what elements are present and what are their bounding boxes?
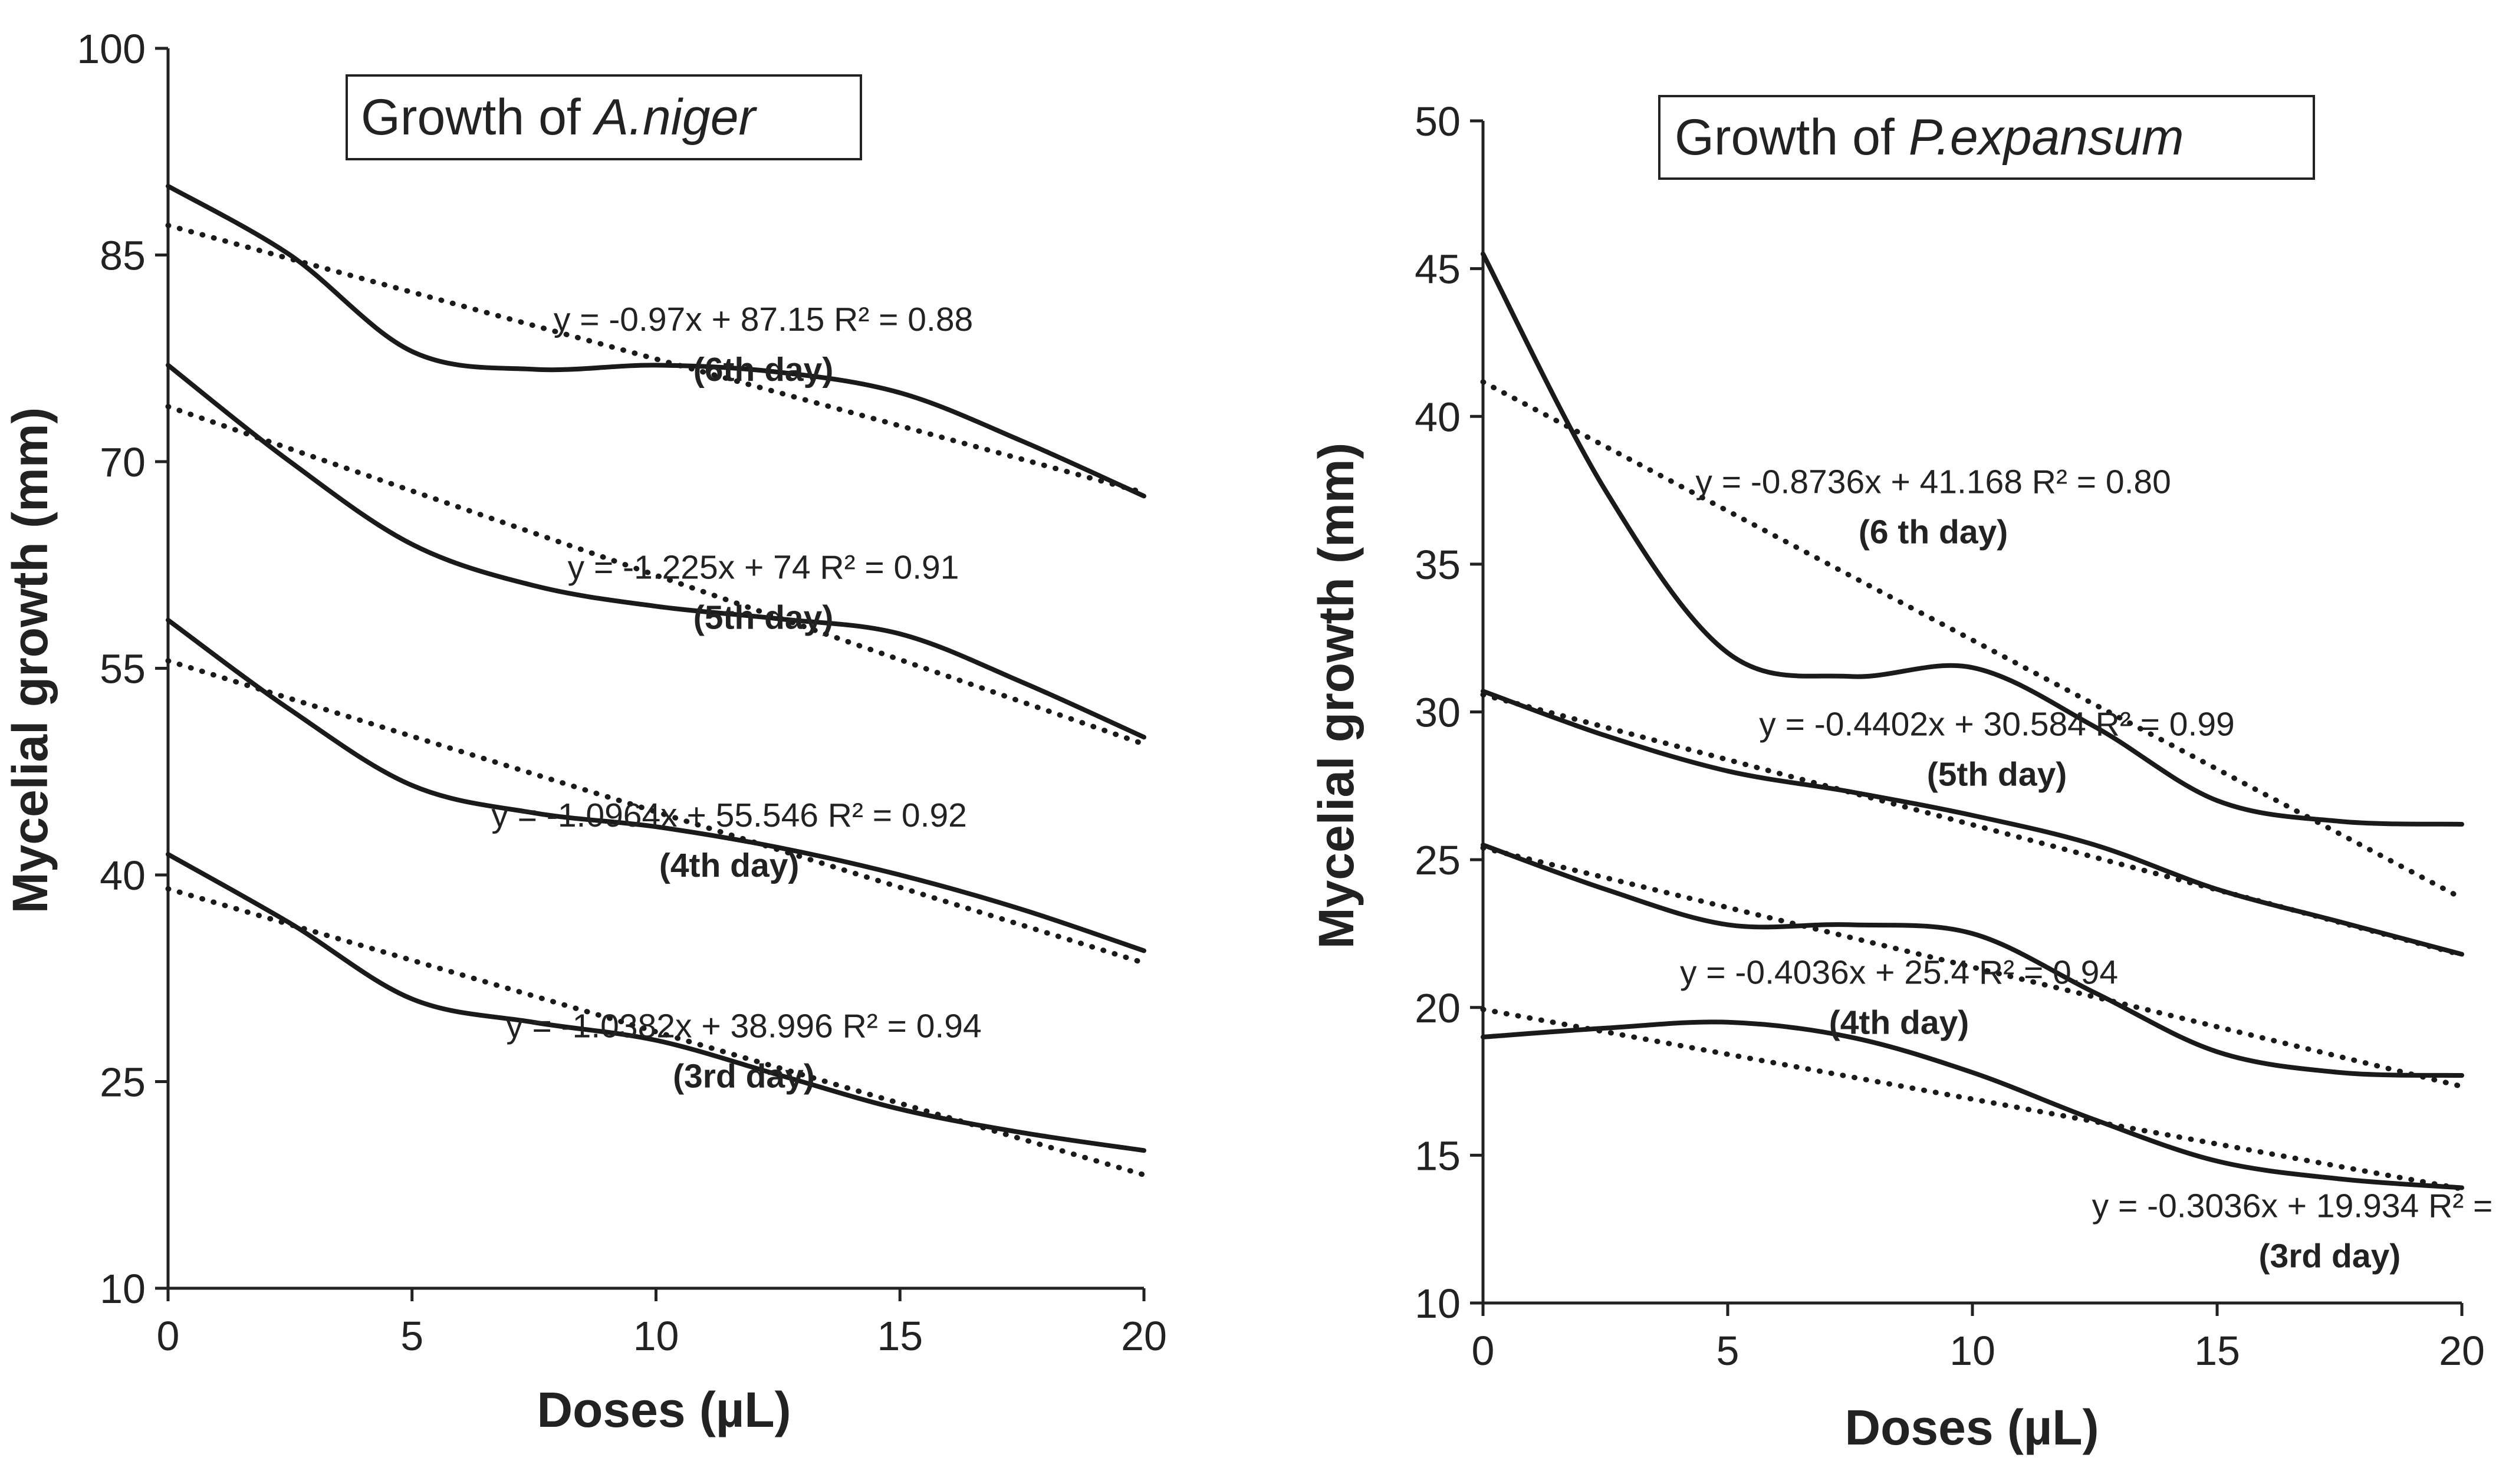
- series-line-0: [166, 183, 1146, 499]
- y-tick-label: 25: [100, 1059, 146, 1105]
- series-day-label: (6th day): [693, 351, 834, 389]
- x-axis-title: Doses (µL): [537, 1382, 791, 1437]
- y-tick-label: 15: [1415, 1133, 1461, 1179]
- x-tick-label: 5: [400, 1313, 423, 1359]
- series-group: [165, 183, 1147, 1178]
- y-tick-label: 45: [1415, 246, 1461, 292]
- title-box: Growth of P.expansum: [1658, 95, 2315, 180]
- ticks: 10 15 20 25 30 35 40 45 50 0 5 10 15 20: [1415, 98, 2485, 1374]
- trend-line-2: [165, 658, 1147, 966]
- series-group: [1480, 251, 2465, 1192]
- series-line-3: [1481, 1019, 2464, 1190]
- series-line-1: [166, 363, 1146, 740]
- x-tick-label: 20: [1121, 1313, 1167, 1359]
- y-tick-label: 85: [100, 233, 146, 279]
- chart-title: Growth of P.expansum: [1675, 109, 2184, 166]
- series-day-label: (3rd day): [2259, 1238, 2401, 1275]
- trend-line-3: [1480, 1006, 2465, 1192]
- x-tick-label: 10: [633, 1313, 679, 1359]
- y-tick-label: 25: [1415, 837, 1461, 883]
- x-tick-label: 20: [2439, 1328, 2485, 1374]
- y-tick-label: 10: [100, 1266, 146, 1312]
- y-tick-label: 50: [1415, 98, 1461, 144]
- series-day-label: (4th day): [659, 847, 800, 884]
- chart-a-niger: Growth of A.niger Doses (µL) Mycelial gr…: [2, 26, 1167, 1437]
- trend-line-1: [1480, 692, 2465, 958]
- y-axis-title: Mycelial growth (mm): [1308, 443, 1364, 949]
- x-tick-label: 0: [1472, 1328, 1495, 1374]
- chart-title: Growth of A.niger: [361, 89, 758, 146]
- y-tick-label: 20: [1415, 985, 1461, 1031]
- series-day-label: (4th day): [1829, 1004, 1969, 1042]
- y-tick-label: 30: [1415, 690, 1461, 736]
- y-tick-label: 35: [1415, 542, 1461, 588]
- series-line-2: [1481, 843, 2464, 1078]
- y-tick-label: 40: [1415, 394, 1461, 440]
- y-tick-label: 55: [100, 646, 146, 692]
- axes: [166, 48, 1144, 1290]
- y-tick-label: 100: [77, 26, 146, 72]
- trendline-equation: y = -1.0964x + 55.546 R² = 0.92: [491, 797, 966, 834]
- x-tick-label: 5: [1717, 1328, 1740, 1374]
- series-day-label: (6 th day): [1859, 514, 2008, 551]
- series-day-label: (5th day): [1927, 756, 2067, 794]
- y-axis-title: Mycelial growth (mm): [2, 407, 58, 914]
- y-tick-label: 40: [100, 853, 146, 899]
- labels-group: y = -0.8736x + 41.168 R² = 0.80 (6 th day…: [1680, 463, 2499, 1275]
- series-day-label: (5th day): [693, 599, 834, 637]
- chart-p-expansum: Growth of P.expansum Doses (µL) Mycelial…: [1308, 95, 2499, 1455]
- x-tick-label: 15: [2194, 1328, 2240, 1374]
- x-tick-label: 10: [1949, 1328, 1995, 1374]
- labels-group: y = -0.97x + 87.15 R² = 0.88 (6th day) y =…: [491, 301, 981, 1095]
- title-box: Growth of A.niger: [346, 74, 862, 160]
- trend-line-2: [1480, 845, 2465, 1090]
- trendline-equation: y = -1.225x + 74 R² = 0.91: [568, 549, 959, 587]
- trend-line-0: [1480, 379, 2465, 901]
- trend-line-1: [165, 404, 1147, 747]
- trendline-equation: y = -1.0382x + 38.996 R² = 0.94: [506, 1008, 981, 1045]
- trendline-equation: y = -0.3036x + 19.934 R² = 0.89: [2092, 1187, 2499, 1225]
- trend-line-3: [165, 886, 1147, 1178]
- x-axis-title: Doses (µL): [1844, 1400, 2099, 1455]
- y-tick-label: 70: [100, 439, 146, 485]
- x-tick-label: 15: [877, 1313, 923, 1359]
- y-tick-label: 10: [1415, 1281, 1461, 1327]
- series-line-0: [1481, 251, 2464, 827]
- ticks: 10 25 40 55 70 85 100 0 5 10 15 20: [77, 26, 1167, 1359]
- series-line-3: [166, 852, 1146, 1153]
- trendline-equation: y = -0.4036x + 25.4 R² = 0.94: [1680, 954, 2118, 992]
- x-tick-label: 0: [157, 1313, 180, 1359]
- series-day-label: (3rd day): [673, 1058, 815, 1095]
- trend-line-0: [165, 222, 1147, 496]
- trendline-equation: y = -0.97x + 87.15 R² = 0.88: [554, 301, 973, 338]
- trendline-equation: y = -0.8736x + 41.168 R² = 0.80: [1695, 463, 2171, 501]
- series-line-2: [166, 617, 1146, 953]
- trendline-equation: y = -0.4402x + 30.584 R² = 0.99: [1759, 706, 2234, 743]
